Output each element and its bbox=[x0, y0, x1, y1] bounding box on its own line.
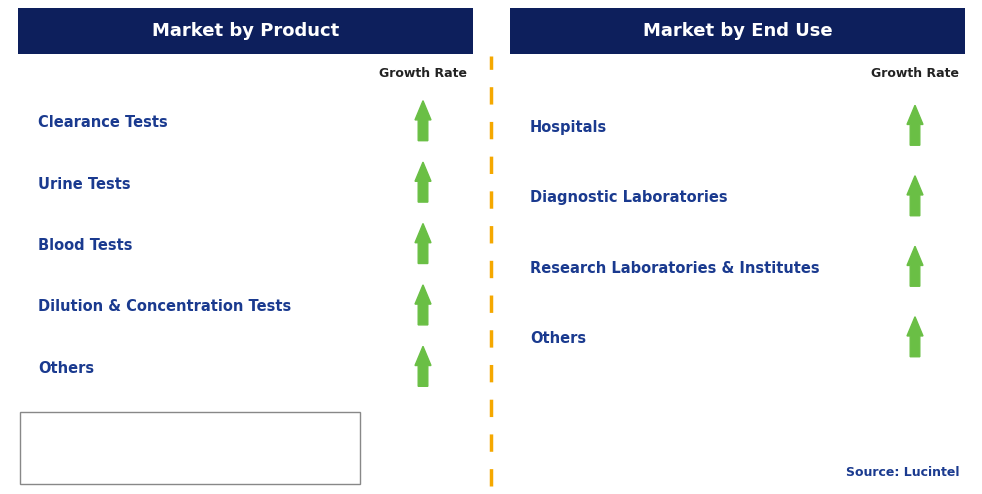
Polygon shape bbox=[415, 346, 431, 386]
Polygon shape bbox=[415, 162, 431, 202]
FancyBboxPatch shape bbox=[20, 412, 360, 484]
Text: Others: Others bbox=[38, 361, 94, 376]
Text: Growth Rate: Growth Rate bbox=[871, 68, 959, 81]
Text: Flat: Flat bbox=[185, 421, 210, 435]
Text: Market by Product: Market by Product bbox=[152, 22, 339, 40]
Text: Dilution & Concentration Tests: Dilution & Concentration Tests bbox=[38, 299, 292, 314]
Text: Others: Others bbox=[530, 331, 586, 346]
Text: Negative: Negative bbox=[108, 421, 167, 435]
Text: 0%-3%: 0%-3% bbox=[185, 463, 230, 477]
Polygon shape bbox=[907, 105, 923, 145]
Text: <0%: <0% bbox=[108, 463, 137, 477]
Text: Growing: Growing bbox=[268, 421, 323, 435]
Text: >3%: >3% bbox=[268, 463, 298, 477]
Polygon shape bbox=[415, 101, 431, 141]
Polygon shape bbox=[415, 285, 431, 325]
Text: Blood Tests: Blood Tests bbox=[38, 238, 133, 253]
Text: Diagnostic Laboratories: Diagnostic Laboratories bbox=[530, 190, 728, 205]
Polygon shape bbox=[907, 246, 923, 286]
Polygon shape bbox=[220, 440, 252, 456]
Polygon shape bbox=[907, 317, 923, 357]
Text: (2024-30):: (2024-30): bbox=[30, 450, 99, 462]
Text: Source: Lucintel: Source: Lucintel bbox=[846, 466, 960, 479]
Polygon shape bbox=[323, 432, 337, 462]
Text: Research Laboratories & Institutes: Research Laboratories & Institutes bbox=[530, 261, 820, 276]
FancyBboxPatch shape bbox=[18, 8, 473, 54]
Text: Clearance Tests: Clearance Tests bbox=[38, 115, 168, 130]
Text: Growth Rate: Growth Rate bbox=[379, 68, 467, 81]
Text: Hospitals: Hospitals bbox=[530, 120, 607, 135]
Polygon shape bbox=[415, 223, 431, 263]
FancyBboxPatch shape bbox=[510, 8, 965, 54]
Text: CAGR: CAGR bbox=[30, 434, 67, 447]
Polygon shape bbox=[907, 176, 923, 216]
Text: Market by End Use: Market by End Use bbox=[642, 22, 833, 40]
Text: Urine Tests: Urine Tests bbox=[38, 176, 131, 192]
Polygon shape bbox=[158, 432, 172, 462]
